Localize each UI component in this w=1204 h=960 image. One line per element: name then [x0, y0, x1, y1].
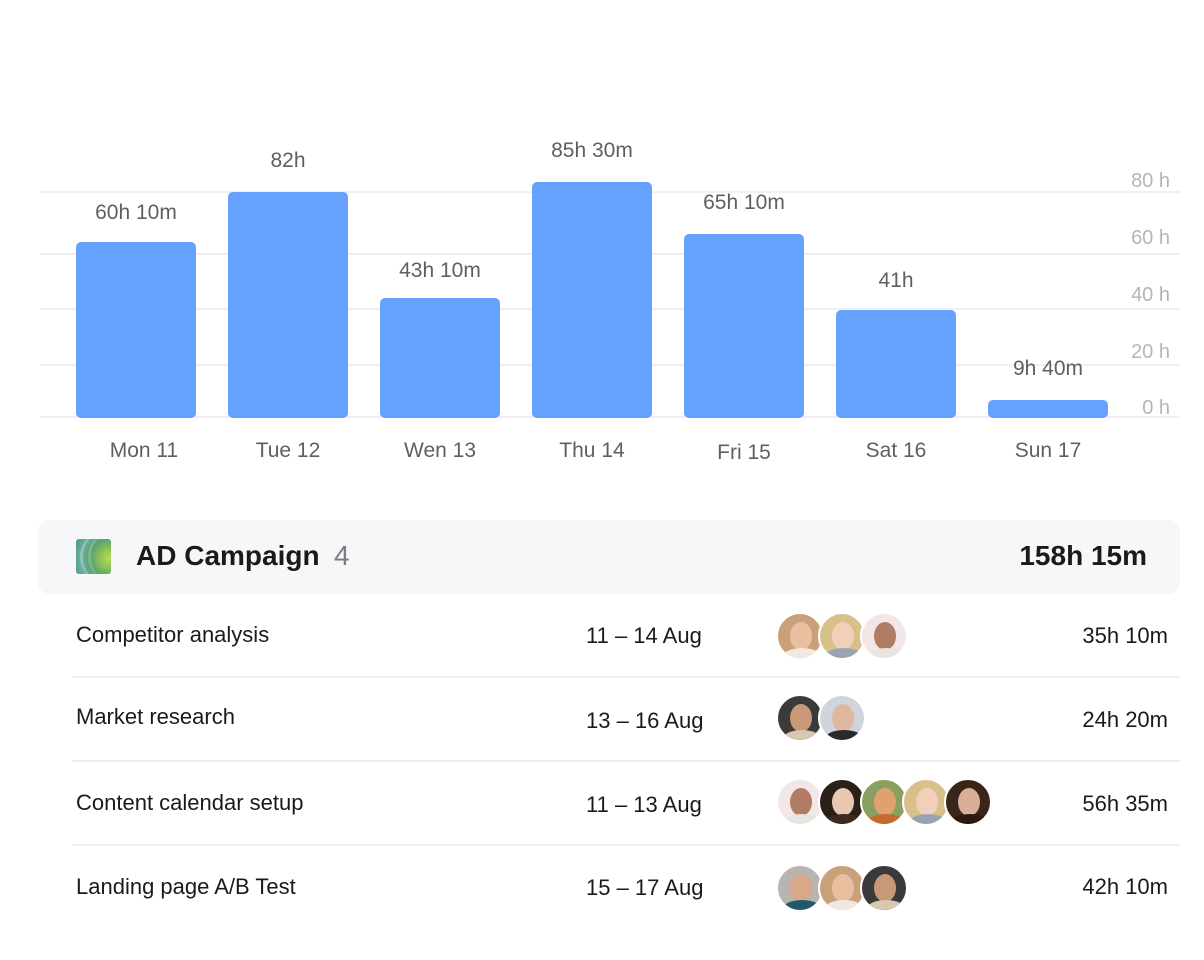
avatar-man-red-hair[interactable]	[860, 778, 908, 826]
task-count-badge: 4	[334, 540, 350, 571]
bar-value-label: 85h 30m	[551, 139, 633, 162]
avatar-man-dark-hair[interactable]	[860, 612, 908, 660]
task-dates: 15 – 17 Aug	[586, 875, 704, 900]
task-duration: 35h 10m	[1082, 623, 1168, 648]
assignee-avatars[interactable]	[776, 612, 908, 660]
task-duration: 24h 20m	[1082, 707, 1168, 732]
x-label-tue: Tue 12	[255, 439, 321, 462]
avatar-woman-ponytail[interactable]	[776, 864, 824, 912]
bar-value-label: 65h 10m	[703, 191, 785, 214]
task-dates: 11 – 13 Aug	[586, 792, 702, 817]
avatar-man-beard[interactable]	[776, 694, 824, 742]
y-tick: 60 h	[1131, 227, 1170, 249]
avatar-man-dark-hair[interactable]	[776, 778, 824, 826]
project-total-duration: 158h 15m	[1019, 540, 1147, 571]
x-label-fri: Fri 15	[717, 441, 771, 464]
bar-value-label: 9h 40m	[1012, 357, 1084, 380]
bar-value-label: 41h	[878, 269, 914, 292]
bar-value-label: 60h 10m	[95, 201, 177, 224]
task-dates: 11 – 14 Aug	[586, 623, 702, 648]
avatar-woman-brown-hair[interactable]	[818, 864, 866, 912]
bar-mon[interactable]	[76, 242, 196, 418]
x-label-wen: Wen 13	[404, 439, 476, 462]
avatar-woman-black-hair[interactable]	[818, 778, 866, 826]
y-tick: 40 h	[1131, 284, 1170, 306]
daily-hours-bar-chart: 80 h 60 h 40 h 20 h 0 h 60h 10m 82h 43h …	[40, 139, 1180, 464]
bar-tue[interactable]	[228, 192, 348, 418]
avatar-woman-blonde[interactable]	[818, 612, 866, 660]
task-duration: 56h 35m	[1082, 791, 1168, 816]
task-name: Market research	[76, 704, 235, 729]
avatar-woman-brunette[interactable]	[944, 778, 992, 826]
project-group-header[interactable]: AD Campaign 4 158h 15m	[38, 520, 1180, 594]
task-row[interactable]: Competitor analysis 11 – 14 Aug 35h 10m	[72, 594, 1180, 678]
task-row[interactable]: Market research 13 – 16 Aug 24h 20m	[72, 678, 1180, 762]
x-label-mon: Mon 11	[109, 439, 179, 462]
project-thumbnail-icon	[76, 539, 111, 574]
y-tick: 80 h	[1131, 170, 1170, 192]
bar-wen[interactable]	[380, 298, 500, 418]
task-duration: 42h 10m	[1082, 874, 1168, 899]
bar-value-label: 43h 10m	[399, 259, 481, 282]
avatar-man-beard[interactable]	[860, 864, 908, 912]
x-label-sat: Sat 16	[865, 439, 927, 462]
assignee-avatars[interactable]	[776, 694, 866, 742]
bar-value-label: 82h	[270, 149, 306, 172]
x-label-thu: Thu 14	[559, 439, 625, 462]
bar-sun[interactable]	[988, 400, 1108, 418]
y-tick: 20 h	[1131, 341, 1170, 363]
y-tick: 0 h	[1142, 397, 1170, 419]
task-name: Landing page A/B Test	[76, 874, 296, 899]
avatar-man-black-shirt[interactable]	[818, 694, 866, 742]
assignee-avatars[interactable]	[776, 864, 908, 912]
x-label-sun: Sun 17	[1014, 439, 1082, 462]
bar-thu[interactable]	[532, 182, 652, 418]
avatar-woman-blonde[interactable]	[902, 778, 950, 826]
assignee-avatars[interactable]	[776, 778, 992, 826]
bar-sat[interactable]	[836, 310, 956, 418]
task-name: Competitor analysis	[76, 622, 270, 647]
avatar-woman-brown-hair[interactable]	[776, 612, 824, 660]
task-dates: 13 – 16 Aug	[586, 708, 704, 733]
task-row[interactable]: Landing page A/B Test 15 – 17 Aug 42h 10…	[72, 846, 1180, 930]
task-row[interactable]: Content calendar setup 11 – 13 Aug 56h 3…	[72, 762, 1180, 846]
task-name: Content calendar setup	[76, 790, 304, 815]
project-title: AD Campaign	[136, 540, 320, 571]
bar-fri[interactable]	[684, 234, 804, 418]
